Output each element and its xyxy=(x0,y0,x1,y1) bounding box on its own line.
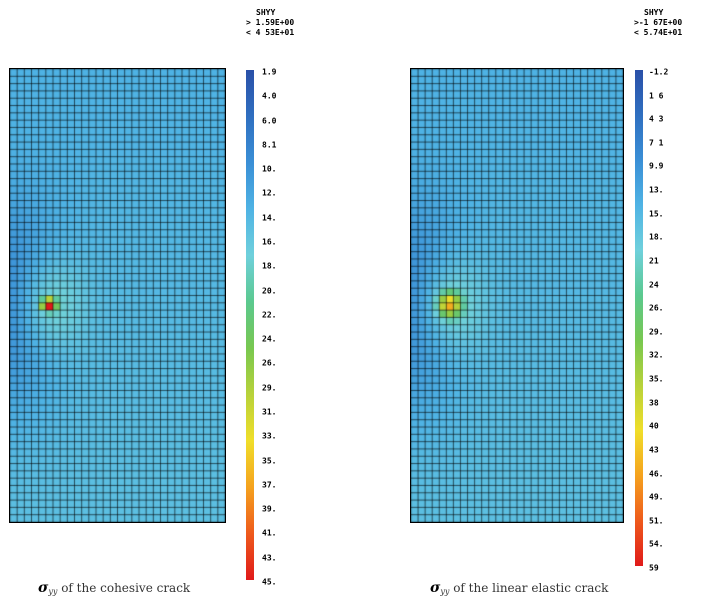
colorbar-tick-label: 41. xyxy=(262,528,277,538)
colorbar-tick-label: 4.0 xyxy=(262,91,277,101)
cohesive-legend-min: < 4 53E+01 xyxy=(246,28,295,37)
cohesive-crack-panel: SHYY > 1.59E+00 < 4 53E+01 1.9 4.0 6.0 8.1 1… xyxy=(9,8,294,596)
colorbar-tick-label: 54. xyxy=(649,539,664,549)
colorbar-tick-label: 29. xyxy=(649,327,664,337)
colorbar-tick-label: 16. xyxy=(262,237,277,247)
colorbar-tick-label: 46. xyxy=(649,468,664,478)
colorbar-tick-label: 29. xyxy=(262,383,277,393)
colorbar-tick-label: 43. xyxy=(262,553,277,563)
colorbar-tick-label: 4 3 xyxy=(649,114,664,124)
cohesive-caption-symbol: σ xyxy=(38,580,49,596)
colorbar-tick-label: 51. xyxy=(649,516,664,526)
cohesive-legend-max: > 1.59E+00 xyxy=(246,18,295,27)
colorbar-tick-label: 43 xyxy=(649,445,659,455)
cohesive-caption-subscript: yy xyxy=(48,587,58,596)
linear-caption-text: of the linear elastic crack xyxy=(449,581,609,595)
colorbar-tick-label: 8.1 xyxy=(262,140,277,150)
colorbar-tick-label: 37. xyxy=(262,480,277,490)
colorbar-tick-label: 22. xyxy=(262,310,277,320)
colorbar-tick-label: 1.9 xyxy=(262,67,277,77)
cohesive-legend-title: SHYY xyxy=(256,8,276,17)
cohesive-caption-text: of the cohesive crack xyxy=(57,581,191,595)
colorbar-tick-label: 33. xyxy=(262,431,277,441)
colorbar-tick-label: 26. xyxy=(262,358,277,368)
cohesive-legend-header: SHYY > 1.59E+00 < 4 53E+01 xyxy=(246,8,294,38)
colorbar-tick-label: 21 xyxy=(649,256,659,266)
colorbar-tick-label: 39. xyxy=(262,504,277,514)
linear-elastic-crack-stress-mesh xyxy=(410,68,624,523)
linear-legend-title: SHYY xyxy=(644,8,664,17)
colorbar-tick-label: 18. xyxy=(262,261,277,271)
colorbar-tick-label: 6.0 xyxy=(262,115,277,125)
linear-legend-header: SHYY >-1 67E+00 < 5.74E+01 xyxy=(634,8,682,38)
colorbar-tick-label: 24 xyxy=(649,279,659,289)
colorbar-tick-label: 31. xyxy=(262,407,277,417)
colorbar-tick-label: 10. xyxy=(262,164,277,174)
linear-caption-symbol: σ xyxy=(430,580,441,596)
colorbar-tick-label: 7 1 xyxy=(649,138,664,148)
colorbar-tick-label: 32. xyxy=(649,350,664,360)
colorbar-tick-label: 45. xyxy=(262,577,277,587)
linear-legend-max: >-1 67E+00 xyxy=(634,18,683,27)
linear-caption-subscript: yy xyxy=(440,587,450,596)
colorbar-tick-label: 13. xyxy=(649,185,664,195)
colorbar-tick-label: 38 xyxy=(649,397,659,407)
linear-colorbar xyxy=(635,70,643,566)
colorbar-tick-label: 24. xyxy=(262,334,277,344)
cohesive-colorbar xyxy=(246,70,254,580)
colorbar-tick-label: -1.2 xyxy=(649,67,669,77)
colorbar-tick-label: 26. xyxy=(649,303,664,313)
colorbar-tick-label: 18. xyxy=(649,232,664,242)
colorbar-tick-label: 12. xyxy=(262,188,277,198)
colorbar-tick-label: 59 xyxy=(649,563,659,573)
colorbar-tick-label: 35. xyxy=(262,455,277,465)
linear-legend-min: < 5.74E+01 xyxy=(634,28,683,37)
colorbar-tick-label: 14. xyxy=(262,213,277,223)
colorbar-tick-label: 1 6 xyxy=(649,90,664,100)
cohesive-crack-stress-mesh xyxy=(9,68,226,523)
colorbar-tick-label: 49. xyxy=(649,492,664,502)
colorbar-tick-label: 40 xyxy=(649,421,659,431)
colorbar-tick-label: 20. xyxy=(262,285,277,295)
linear-caption: σyy of the linear elastic crack xyxy=(430,580,608,596)
colorbar-tick-label: 15. xyxy=(649,209,664,219)
linear-elastic-crack-panel: SHYY >-1 67E+00 < 5.74E+01 -1.2 1 6 4 3 7 1… xyxy=(360,0,719,608)
cohesive-caption: σyy of the cohesive crack xyxy=(38,580,190,596)
colorbar-tick-label: 35. xyxy=(649,374,664,384)
colorbar-tick-label: 9.9 xyxy=(649,161,664,171)
